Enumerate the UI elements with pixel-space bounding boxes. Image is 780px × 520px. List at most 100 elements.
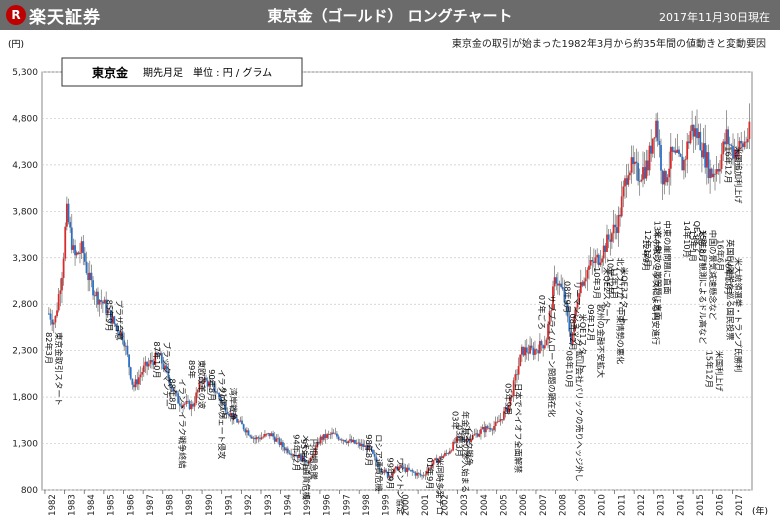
x-tick-label: 2001 xyxy=(421,494,431,516)
candle-down xyxy=(723,141,726,145)
candle-down xyxy=(491,429,494,431)
candle-down xyxy=(329,433,332,435)
candle-down xyxy=(318,441,320,444)
candle-up xyxy=(406,467,409,473)
x-tick-label: 2002 xyxy=(441,494,451,516)
candle-up xyxy=(59,290,62,295)
annotation-text: 東京金取引スタート xyxy=(54,332,64,406)
x-tick-label: 2016 xyxy=(716,494,726,516)
annotation-text: 北アフリカ・中東情勢の悪化 xyxy=(616,258,626,364)
annotation-text: 湾岸戦争 xyxy=(229,388,239,421)
candle-down xyxy=(447,453,450,455)
candle-up xyxy=(504,407,507,412)
candle-down xyxy=(411,470,414,472)
candle-down xyxy=(110,310,112,324)
candle-down xyxy=(340,439,343,441)
candle-up xyxy=(579,282,582,294)
x-tick-label: 2010 xyxy=(598,494,608,516)
candle-up xyxy=(56,310,58,316)
candle-down xyxy=(85,261,88,273)
candle-up xyxy=(743,141,746,148)
candle-down xyxy=(300,454,302,461)
candle-down xyxy=(591,260,594,262)
candle-down xyxy=(226,411,229,414)
candle-down xyxy=(218,393,220,398)
annotation-text: 09年12月 xyxy=(586,304,596,341)
y-tick-label: 4,800 xyxy=(12,114,38,124)
candle-down xyxy=(200,381,202,384)
candle-down xyxy=(221,401,224,403)
candle-down xyxy=(421,475,423,477)
candle-up xyxy=(584,278,587,282)
candle-up xyxy=(668,168,671,178)
annotation-text: 13年4月 xyxy=(653,221,663,253)
candle-up xyxy=(149,360,152,364)
candle-up xyxy=(280,442,283,446)
candle-up xyxy=(574,307,577,316)
candle-up xyxy=(733,149,736,159)
candle-down xyxy=(396,466,399,471)
candle-up xyxy=(571,332,574,345)
candle-up xyxy=(430,464,433,469)
y-tick-label: 3,800 xyxy=(12,207,38,217)
x-tick-label: 2014 xyxy=(676,494,686,516)
candle-down xyxy=(376,461,379,468)
annotation-text: 15年8月 xyxy=(698,230,708,262)
candle-down xyxy=(151,360,153,363)
candle-up xyxy=(599,262,602,266)
candle-down xyxy=(157,354,160,356)
candle-down xyxy=(674,150,677,153)
candle-down xyxy=(165,365,168,371)
annotation-text: 08年10月 xyxy=(564,351,574,388)
annotation-text: リーマンショック xyxy=(572,281,582,347)
candle-up xyxy=(691,124,693,132)
candle-up xyxy=(455,436,458,443)
candle-up xyxy=(277,438,279,440)
rakuten-logo[interactable]: R 楽天証券 xyxy=(6,4,101,28)
candle-up xyxy=(426,470,428,475)
candle-up xyxy=(159,353,162,356)
candle-down xyxy=(116,326,119,332)
candle-up xyxy=(494,421,497,427)
annotation-text: 日本でペイオフ全面解禁 xyxy=(513,383,523,473)
candle-down xyxy=(445,452,448,454)
candle-up xyxy=(439,456,441,460)
candle-down xyxy=(178,403,181,406)
candle-up xyxy=(422,475,425,477)
candle-up xyxy=(629,172,631,176)
annotation-text: 中国の景気減速懸念など xyxy=(708,230,718,320)
candle-up xyxy=(347,440,350,444)
candle-down xyxy=(211,381,214,383)
candle-up xyxy=(275,438,278,442)
candle-down xyxy=(570,331,572,345)
candle-down xyxy=(381,471,384,473)
candle-up xyxy=(722,141,725,155)
candle-up xyxy=(334,433,337,435)
candle-down xyxy=(542,345,545,349)
candle-up xyxy=(640,179,643,182)
candle-up xyxy=(267,433,270,434)
candle-down xyxy=(607,234,610,240)
candle-up xyxy=(448,451,451,454)
candle-down xyxy=(160,353,163,364)
x-tick-label: 1994 xyxy=(283,494,293,516)
candle-up xyxy=(232,413,235,420)
candle-down xyxy=(658,140,661,146)
candle-down xyxy=(223,402,225,404)
candle-up xyxy=(182,404,184,408)
candle-down xyxy=(483,426,486,433)
candle-down xyxy=(219,397,222,402)
x-tick-label: 2011 xyxy=(617,494,627,516)
candle-up xyxy=(589,260,592,266)
candle-down xyxy=(206,380,209,387)
candle-down xyxy=(701,150,703,158)
candle-down xyxy=(358,442,361,447)
candle-up xyxy=(738,140,741,151)
candle-up xyxy=(142,365,145,373)
annotation-text: イラクのクウェート侵攻 xyxy=(217,369,227,459)
candle-down xyxy=(129,367,132,379)
candle-down xyxy=(131,378,134,385)
annotation-text: 85年9月 xyxy=(105,300,115,332)
candle-down xyxy=(414,472,417,476)
candle-down xyxy=(244,429,247,433)
